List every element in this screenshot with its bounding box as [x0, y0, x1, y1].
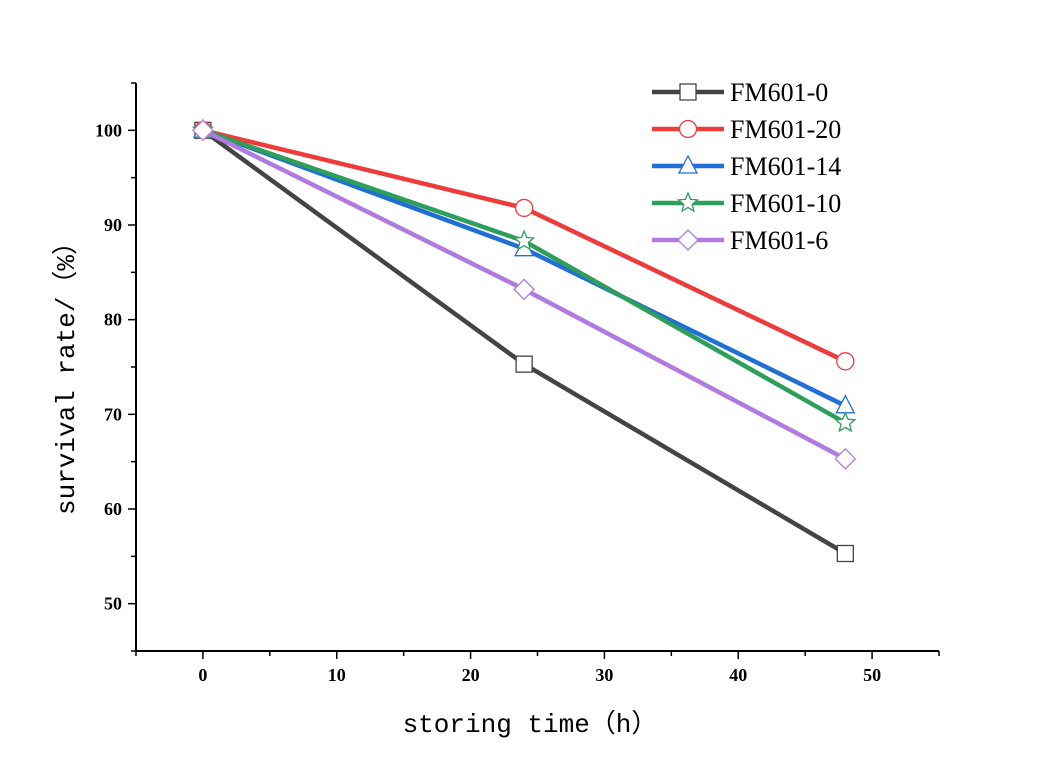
square-marker — [515, 355, 533, 373]
circle-marker — [678, 119, 698, 139]
circle-marker — [514, 198, 534, 218]
axes: 0 10 20 30 40 50 50 60 70 80 90 100 — [95, 82, 940, 685]
diamond-marker — [677, 229, 699, 251]
square-marker — [679, 83, 697, 101]
y-axis-label: survival rate/（%） — [52, 229, 82, 515]
star-marker — [676, 191, 700, 213]
legend-label: FM601-0 — [730, 78, 828, 107]
y-tick-label: 60 — [104, 499, 122, 519]
y-tick-label: 100 — [95, 120, 122, 140]
legend-label: FM601-20 — [730, 115, 841, 144]
legend-label: FM601-6 — [730, 226, 828, 255]
x-tick-label: 0 — [198, 665, 207, 685]
diamond-marker — [191, 119, 214, 142]
legend-item: FM601-6 — [652, 226, 828, 255]
legend-item: FM601-14 — [652, 152, 841, 181]
circle-marker — [836, 352, 855, 371]
legend-item: FM601-0 — [652, 78, 828, 107]
legend: FM601-0 FM601-20 FM601-14 FM601-10 FM601-6 — [652, 78, 841, 255]
legend-item: FM601-10 — [652, 189, 841, 218]
star-marker — [512, 229, 536, 251]
diamond-marker — [513, 278, 536, 301]
series-group — [191, 118, 857, 563]
legend-label: FM601-14 — [730, 152, 841, 181]
triangle-marker — [677, 154, 699, 174]
diamond-marker — [834, 447, 857, 470]
series-FM601-6 — [191, 119, 857, 470]
legend-item: FM601-20 — [652, 115, 841, 144]
y-tick-label: 70 — [104, 404, 122, 424]
y-tick-label: 80 — [104, 310, 122, 330]
x-tick-label: 50 — [863, 665, 881, 685]
x-tick-label: 30 — [595, 665, 613, 685]
x-axis-label: storing time（h） — [403, 710, 658, 740]
x-tick-label: 10 — [328, 665, 346, 685]
square-marker — [836, 544, 854, 563]
y-tick-label: 90 — [104, 215, 122, 235]
y-tick-label: 50 — [104, 594, 122, 614]
legend-label: FM601-10 — [730, 189, 841, 218]
x-tick-label: 20 — [462, 665, 480, 685]
x-tick-label: 40 — [729, 665, 747, 685]
star-marker — [834, 411, 857, 433]
